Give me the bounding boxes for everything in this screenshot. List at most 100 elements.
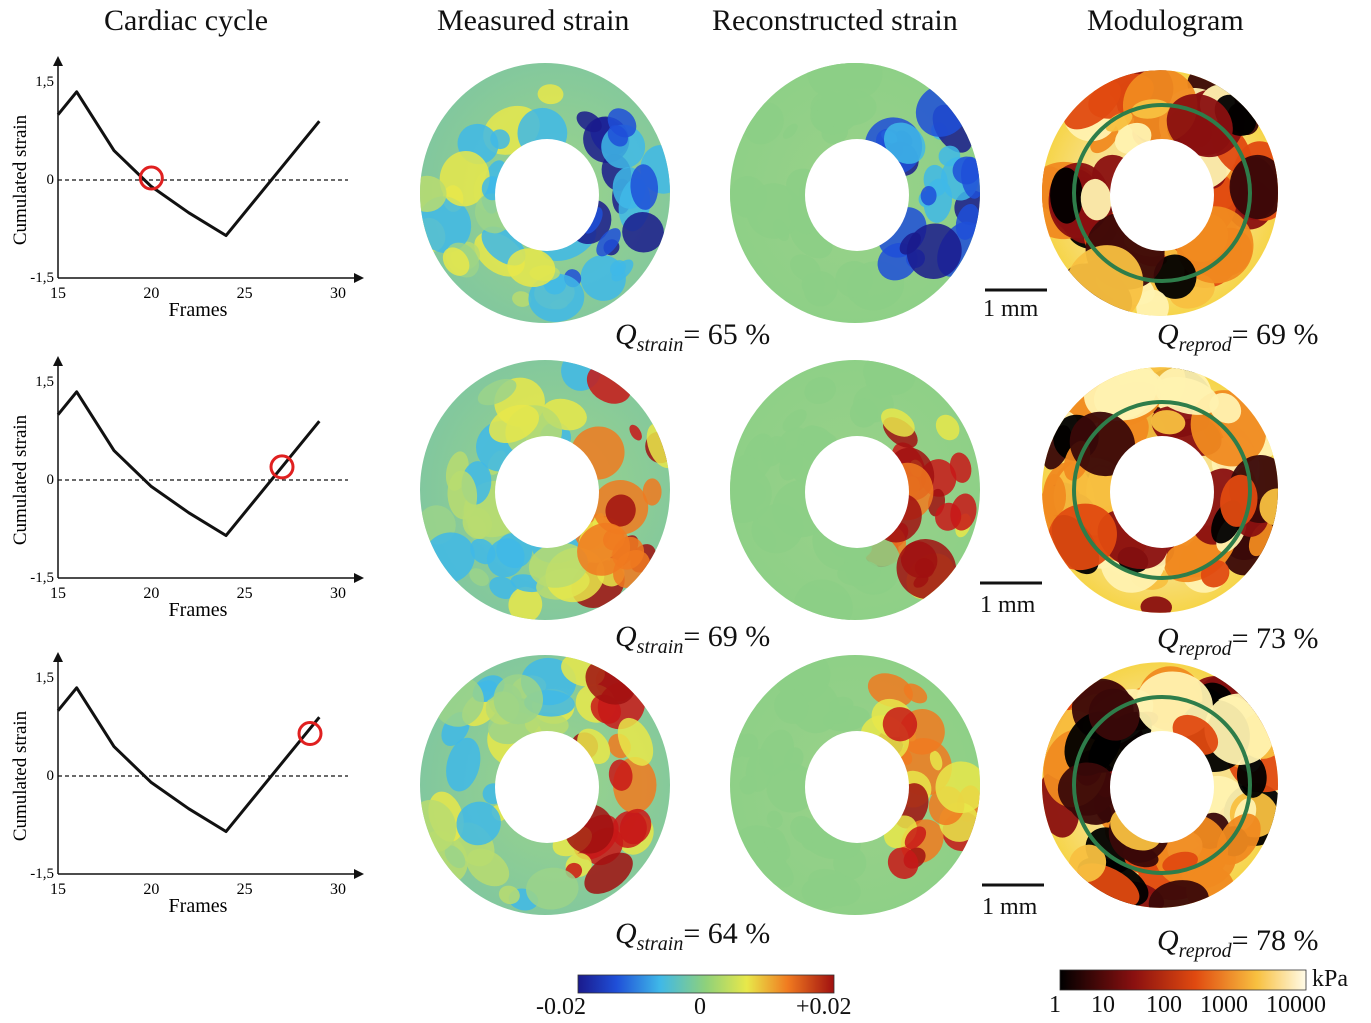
map-patch — [935, 414, 960, 441]
map-patch — [1165, 545, 1198, 577]
strain-colorbar — [577, 974, 835, 994]
modulus-cb-1000: 1000 — [1200, 992, 1248, 1018]
map-patch — [782, 409, 807, 432]
map-patch — [837, 560, 881, 587]
map-patch — [804, 376, 836, 405]
map-patch — [766, 810, 783, 829]
lumen — [805, 139, 909, 251]
y-axis-arrow — [53, 652, 63, 662]
modulus-cb-100: 100 — [1146, 992, 1182, 1018]
scale-bars — [980, 288, 1047, 887]
map-patch — [766, 763, 817, 813]
map-patch — [1043, 474, 1066, 516]
map-patch — [577, 522, 631, 576]
map-patch — [887, 847, 919, 879]
map-patch — [802, 432, 826, 455]
map-patch — [537, 84, 564, 105]
map-patch — [444, 845, 466, 869]
x-tick-label: 15 — [50, 881, 66, 898]
y-tick-label: 0 — [47, 172, 55, 188]
strain-cb-min: -0.02 — [536, 994, 586, 1020]
map-patch — [1069, 411, 1136, 477]
map-patch — [528, 273, 585, 322]
map-patch — [456, 801, 501, 846]
map-patch — [793, 579, 853, 620]
map-patch — [507, 248, 556, 287]
lumen — [805, 731, 909, 843]
x-tick-label: 15 — [50, 585, 66, 602]
map-patch — [782, 123, 798, 139]
current-frame-marker — [297, 721, 323, 747]
title-reconstructed-strain: Reconstructed strain — [712, 4, 958, 37]
x-axis-label: Frames — [169, 299, 228, 321]
modulus-cb-10: 10 — [1091, 992, 1115, 1018]
map-patch — [867, 673, 913, 708]
meas-disc-row3 — [420, 655, 670, 915]
x-tick-label: 25 — [237, 881, 253, 898]
y-tick-label: -1,5 — [30, 270, 54, 286]
y-tick-label: 0 — [47, 472, 55, 488]
current-frame-marker — [269, 454, 295, 480]
map-patch — [446, 737, 481, 792]
map-patch — [1237, 754, 1267, 798]
map-patch — [730, 464, 772, 523]
map-patch — [420, 175, 447, 212]
map-patch — [584, 852, 633, 894]
strain-curve — [56, 390, 321, 538]
map-patch — [1105, 111, 1133, 132]
segmentation-circle — [1072, 103, 1252, 283]
map-patch — [929, 750, 943, 771]
map-patch — [1153, 254, 1197, 299]
map-patch — [812, 108, 835, 132]
scale-label-row3: 1 mm — [982, 894, 1038, 920]
map-patch — [829, 696, 854, 714]
y-tick-label: 0 — [47, 768, 55, 784]
x-axis-label: Frames — [169, 599, 228, 621]
q-strain-row1: Qstrain= 65 % — [615, 318, 771, 356]
map-patch — [489, 404, 539, 443]
map-patch — [1259, 488, 1278, 526]
map-patch — [607, 125, 629, 147]
map-patch — [512, 291, 532, 307]
strain-curve — [56, 90, 321, 238]
map-patch — [617, 717, 654, 766]
x-tick-label: 20 — [143, 285, 159, 302]
map-patch — [801, 273, 825, 296]
map-patch — [737, 733, 759, 758]
map-patch — [489, 576, 517, 599]
map-patch — [1150, 410, 1186, 435]
map-patch — [1136, 289, 1169, 316]
y-axis-arrow — [53, 56, 63, 66]
title-modulogram: Modulogram — [1087, 4, 1244, 37]
x-tick-label: 15 — [50, 285, 66, 302]
cardiac-plot-1: 1,5 0 -1,515 20 25 30 Frames Cumulated strain — [10, 56, 364, 321]
map-patch — [1068, 844, 1107, 883]
map-patch — [596, 228, 621, 257]
map-patch — [442, 247, 470, 276]
y-axis-label: Cumulated strain — [10, 414, 31, 545]
map-patch — [486, 538, 525, 578]
map-patch — [773, 219, 790, 242]
y-tick-label: -1,5 — [30, 570, 54, 586]
map-patch — [439, 150, 490, 207]
lumen — [495, 139, 599, 251]
y-axis-label: Cumulated strain — [10, 114, 31, 245]
y-tick-label: 1,5 — [35, 670, 54, 686]
map-patch — [807, 63, 857, 98]
map-patch — [629, 424, 642, 441]
map-patch — [619, 808, 652, 845]
map-patch — [1216, 813, 1261, 865]
modulus-cb-10000: 10000 — [1266, 992, 1326, 1018]
map-patch — [1154, 376, 1219, 415]
colorbars — [577, 969, 1307, 994]
y-tick-label: -1,5 — [30, 866, 54, 882]
recon-disc-row3 — [730, 655, 980, 915]
title-measured-strain: Measured strain — [437, 4, 630, 37]
map-patch — [935, 761, 980, 814]
map-patch — [608, 759, 633, 791]
q-reprod-row2: Qreprod= 73 % — [1157, 622, 1319, 660]
x-tick-label: 30 — [330, 881, 346, 898]
q-reprod-row1: Qreprod= 69 % — [1157, 318, 1319, 356]
map-patch — [630, 164, 659, 210]
